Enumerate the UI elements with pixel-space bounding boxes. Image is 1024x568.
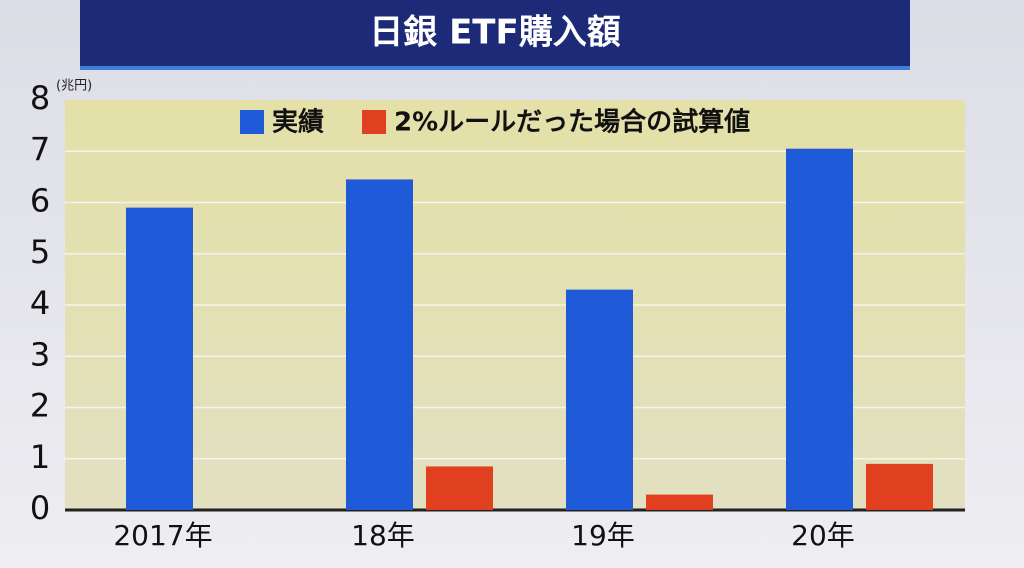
y-tick-label: 6 [30,182,50,220]
x-tick-label: 20年 [791,519,855,552]
x-tick-label: 18年 [351,519,415,552]
bar [346,179,413,510]
bar [566,289,633,510]
bar [426,466,493,510]
y-tick-label: 0 [30,489,50,527]
title-underline [80,66,910,70]
title-banner [80,0,910,70]
bar [866,463,933,510]
bar [786,148,853,510]
y-unit: (兆円) [56,79,92,94]
y-tick-label: 2 [30,387,50,425]
legend-swatch [362,110,387,134]
y-tick-label: 8 [30,79,50,117]
chart-title: 日銀 ETF購入額 [369,13,620,53]
legend-label: 実績 [272,107,324,138]
legend-swatch [240,110,264,134]
legend-label: 2%ルールだった場合の試算値 [394,107,750,138]
y-tick-label: 3 [30,335,50,373]
x-tick-label: 2017年 [113,519,212,552]
y-tick-label: 7 [30,130,50,168]
y-tick-label: 1 [30,438,50,476]
y-tick-label: 5 [30,233,50,271]
x-tick-label: 19年 [571,519,635,552]
bar [126,207,193,510]
y-tick-label: 4 [30,284,50,322]
bar [646,494,713,510]
